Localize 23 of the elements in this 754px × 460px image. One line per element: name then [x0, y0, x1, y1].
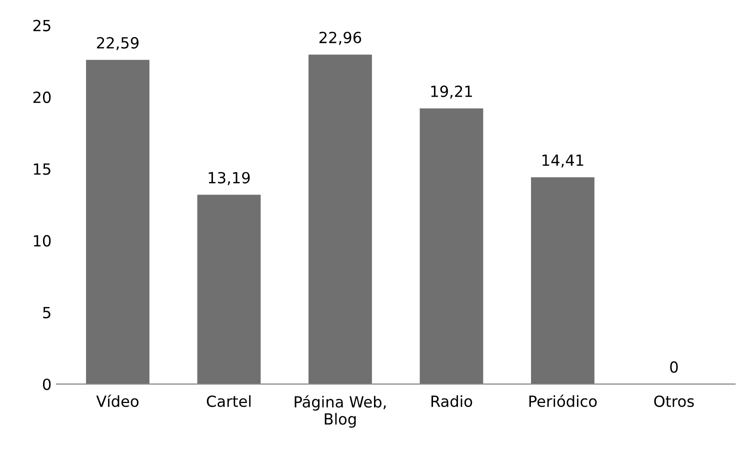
x-tick-label: Vídeo — [96, 394, 138, 408]
y-tick-label: 25 — [33, 20, 50, 32]
x-tick-label: Cartel — [206, 395, 251, 408]
y-tick-label: 0 — [42, 378, 51, 390]
y-tick-label: 20 — [33, 92, 51, 104]
bar — [531, 177, 594, 384]
data-label: 13,19 — [208, 172, 250, 186]
data-label: 0 — [670, 361, 678, 373]
bar — [308, 54, 372, 384]
y-tick-label: 15 — [34, 163, 50, 175]
x-tick-label: Periódico — [529, 394, 597, 408]
y-tick-label: 5 — [43, 307, 50, 318]
data-label: 22,59 — [96, 37, 139, 50]
x-tick-label: Página Web, Blog — [294, 395, 386, 428]
y-tick-label: 10 — [34, 235, 51, 247]
bar — [86, 60, 150, 384]
data-label: 19,21 — [431, 86, 472, 99]
bar — [420, 108, 484, 384]
data-label: 14,41 — [542, 154, 584, 168]
data-label: 22,96 — [319, 32, 362, 45]
x-tick-label: Radio — [432, 395, 472, 408]
x-tick-label: Otros — [654, 395, 694, 408]
bar — [197, 194, 261, 384]
